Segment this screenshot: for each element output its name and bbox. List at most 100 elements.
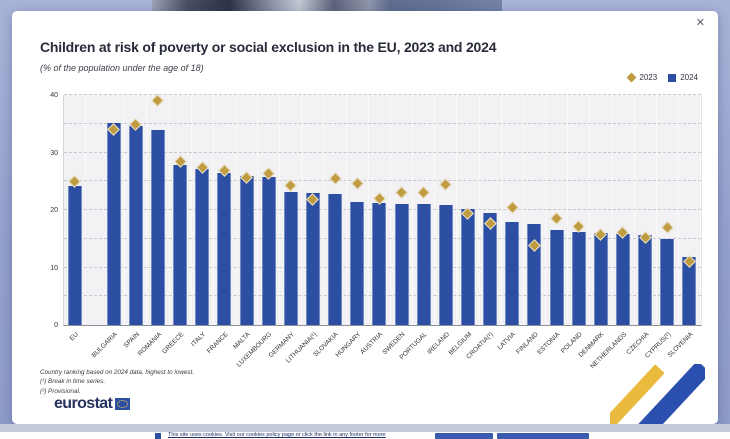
decorative-ribbon: [610, 364, 705, 424]
bar-2024[interactable]: [67, 185, 82, 325]
bar-2024[interactable]: [527, 224, 542, 325]
footnotes: Country ranking based on 2024 data, high…: [40, 368, 194, 396]
chart-column: BULGARIA: [90, 95, 126, 359]
close-icon[interactable]: ✕: [695, 17, 705, 29]
x-tick-label: FRANCE: [205, 331, 230, 355]
diamond-2023[interactable]: [350, 176, 364, 190]
bar-2024[interactable]: [239, 175, 254, 325]
bar-2024[interactable]: [217, 173, 232, 325]
chart-legend: 2023 2024: [626, 72, 698, 83]
page-strip: [0, 424, 730, 432]
bar-2024[interactable]: [372, 203, 387, 325]
cookie-banner-button-2[interactable]: [497, 433, 589, 439]
chart-column: HUNGARY: [334, 95, 369, 359]
cookie-policy-link-text[interactable]: This site uses cookies. Visit our cookie…: [168, 432, 386, 438]
bar-2024[interactable]: [416, 204, 431, 325]
y-tick-label: 10: [50, 264, 58, 272]
bar-2024[interactable]: [682, 256, 697, 325]
diamond-2023[interactable]: [572, 220, 586, 234]
diamond-2023[interactable]: [550, 211, 563, 225]
bar-2024[interactable]: [195, 168, 210, 325]
bar-2024[interactable]: [106, 122, 121, 325]
chart-column: NETHERLANDS: [589, 95, 635, 370]
chart-column: DENMARK: [578, 95, 613, 359]
y-tick-label: 0: [54, 322, 58, 329]
chart-column: ITALY: [190, 95, 214, 348]
bar-2024[interactable]: [549, 229, 564, 325]
chart-column: IRELAND: [426, 95, 458, 356]
gridline: [64, 180, 701, 182]
footnote-ranking: Country ranking based on 2024 data, high…: [40, 369, 195, 376]
bar-2024[interactable]: [660, 238, 675, 325]
bar-2024[interactable]: [615, 233, 630, 325]
background-photo-fragment: [152, 0, 502, 12]
x-tick-label: EU: [68, 331, 80, 343]
diamond-2023[interactable]: [417, 185, 431, 199]
chart-column: CROATIA(¹): [465, 95, 502, 361]
y-axis: 0 10 20 30 40: [40, 92, 61, 329]
plot-area: EU BULGARIA SPAIN ROMANIA GREECE ITALY FRANCE M…: [63, 93, 702, 370]
chart-column: SPAIN: [122, 95, 148, 349]
diamond-2023[interactable]: [505, 200, 519, 214]
chart-title: Children at risk of poverty or social ex…: [40, 39, 497, 55]
diamond-2023[interactable]: [660, 220, 674, 234]
legend-label-2023: 2023: [639, 73, 658, 82]
bar-2024[interactable]: [394, 203, 409, 325]
x-tick-label: ITALY: [190, 331, 208, 349]
chart-column: MALTA: [232, 95, 259, 351]
x-tick-label: LATVIA: [496, 331, 518, 352]
gridline: [64, 94, 701, 95]
chart-column: CZECHIA: [625, 95, 657, 356]
chart-column: BELGIUM: [447, 95, 480, 357]
chart-column: LUXEMBOURG: [236, 95, 281, 369]
bar-2024[interactable]: [151, 130, 165, 325]
bar-2024[interactable]: [593, 233, 608, 325]
diamond-2023[interactable]: [328, 172, 342, 185]
eurostat-logo: eurostat: [54, 395, 131, 413]
bar-2024[interactable]: [638, 234, 653, 325]
bar-2024[interactable]: [350, 201, 365, 325]
chart-column: EU: [64, 95, 87, 342]
bar-2024[interactable]: [438, 205, 453, 325]
bar-2024[interactable]: [483, 213, 498, 325]
legend-item-2024[interactable]: 2024: [668, 73, 698, 82]
bar-2024[interactable]: [173, 164, 188, 325]
chart-column: GERMANY: [268, 95, 303, 359]
bar-2024[interactable]: [460, 208, 475, 325]
chart-subtitle: (% of the population under the age of 18…: [40, 63, 204, 73]
chart-column: CYPRUS(²): [643, 95, 679, 360]
chart-column: POLAND: [560, 95, 591, 355]
diamond-2023[interactable]: [284, 179, 298, 193]
diamond-marker-icon: [626, 72, 637, 83]
y-tick-label: 30: [50, 149, 58, 157]
diamond-2023[interactable]: [151, 93, 165, 107]
bar-2024[interactable]: [505, 221, 520, 325]
eu-flag-icon: [115, 398, 131, 410]
bar-chart: 0 10 20 30 40 EU BULGARIA SPAIN ROMANIA GREECE IT…: [40, 92, 702, 380]
bar-2024[interactable]: [328, 193, 343, 325]
x-tick-label: AUSTRIA: [359, 331, 385, 356]
gridline: [64, 151, 701, 153]
x-tick-label: ESTONIA: [536, 331, 562, 357]
diamond-2023[interactable]: [395, 185, 408, 199]
chart-column: LITHUANIA(¹): [284, 95, 325, 365]
chart-column: SLOVAKIA: [313, 95, 347, 358]
legend-label-2024: 2024: [680, 73, 698, 82]
bar-2024[interactable]: [261, 176, 276, 325]
cookie-banner-button-1[interactable]: [435, 433, 493, 439]
footnote-break-series: (¹) Break in time series.: [40, 378, 106, 386]
y-tick-label: 40: [50, 92, 58, 99]
chart-column: SWEDEN: [381, 95, 414, 356]
x-tick-label: GREECE: [160, 331, 186, 356]
legend-item-2023[interactable]: 2023: [626, 72, 658, 83]
bar-2024[interactable]: [283, 192, 298, 325]
square-marker-icon: [668, 73, 677, 82]
x-tick-label: MALTA: [231, 331, 252, 351]
bar-2024[interactable]: [571, 232, 586, 325]
chart-column: SLOVENIA: [666, 95, 701, 359]
cookie-banner-icon: [155, 433, 161, 439]
bar-2024[interactable]: [128, 126, 143, 325]
bar-2024[interactable]: [306, 192, 320, 325]
x-tick-label: SPAIN: [122, 331, 141, 350]
